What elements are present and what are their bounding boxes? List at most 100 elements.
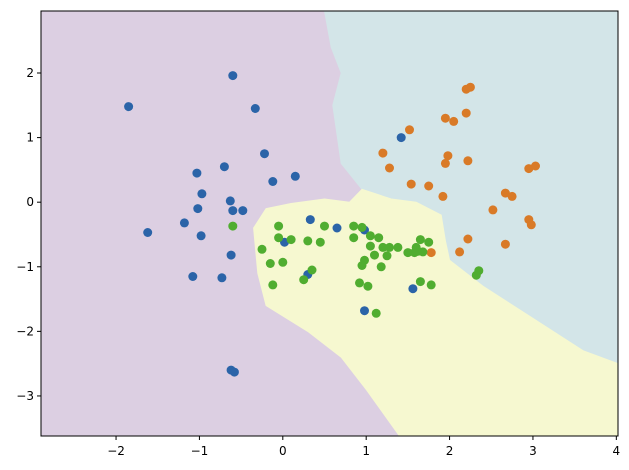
y-tick-label: 2 [26,66,34,80]
y-tick-label: −1 [16,260,34,274]
decision-regions [41,11,618,436]
data-point-class-1 [465,82,475,92]
data-point-class-2 [385,242,394,252]
y-tick-label: 1 [26,131,34,145]
data-point-class-2 [363,281,373,291]
data-point-class-2 [286,235,296,245]
data-point-class-2 [370,250,379,260]
data-point-class-2 [299,275,309,285]
y-tick-label: −3 [16,389,34,403]
data-point-class-2 [418,247,428,257]
data-point-class-0 [229,367,239,377]
data-point-class-0 [193,204,203,214]
data-point-class-0 [197,189,207,199]
data-point-class-2 [265,259,275,268]
data-point-class-0 [225,196,235,206]
data-point-class-2 [278,257,288,267]
data-point-class-2 [365,241,375,251]
data-point-class-2 [228,221,238,231]
data-point-class-2 [357,261,367,270]
data-point-class-2 [393,242,403,252]
data-point-class-0 [360,306,369,316]
data-point-class-2 [382,251,392,261]
data-point-class-2 [257,244,267,254]
data-point-class-0 [228,71,238,81]
data-point-class-1 [385,163,394,173]
data-point-class-0 [408,284,418,294]
x-tick-label: 4 [613,444,621,458]
data-point-class-1 [440,113,450,123]
data-point-class-0 [179,218,189,228]
data-point-class-2 [426,280,436,290]
data-point-class-0 [260,149,269,159]
data-point-class-2 [410,248,419,258]
data-point-class-0 [332,223,342,233]
data-points [124,71,540,377]
data-point-class-1 [461,108,471,118]
data-point-class-1 [438,191,448,201]
data-point-class-0 [290,171,300,181]
data-point-class-0 [188,272,198,281]
x-tick-label: 2 [446,444,454,458]
data-point-class-1 [488,205,498,215]
class-2-region [253,188,618,436]
data-point-class-1 [463,156,473,166]
data-point-class-2 [303,236,313,246]
data-point-class-0 [226,250,236,260]
x-axis-ticks: −2 −1 0 1 2 3 4 [107,436,620,458]
data-point-class-1 [455,247,465,257]
data-point-class-2 [371,308,381,318]
data-point-class-2 [349,221,359,231]
data-point-class-2 [376,262,386,272]
data-point-class-0 [143,228,153,237]
data-point-class-1 [449,116,459,126]
data-point-class-0 [268,177,278,186]
data-point-class-2 [374,233,384,243]
x-tick-label: −2 [107,444,125,458]
data-point-class-2 [268,280,278,290]
data-point-class-1 [526,220,536,230]
data-point-class-0 [192,168,202,178]
data-point-class-1 [440,158,450,168]
data-point-class-0 [238,206,248,216]
data-point-class-0 [250,104,260,113]
data-point-class-2 [320,221,329,231]
data-point-class-1 [426,248,436,258]
data-point-class-2 [274,221,284,231]
data-point-class-1 [443,151,453,161]
data-point-class-1 [378,148,388,158]
data-point-class-1 [405,125,414,135]
data-point-class-0 [196,231,206,241]
data-point-class-2 [424,237,434,247]
x-tick-label: −1 [191,444,209,458]
data-point-class-0 [124,102,134,112]
data-point-class-2 [415,235,425,245]
data-point-class-0 [396,133,406,143]
data-point-class-1 [406,179,416,189]
data-point-class-2 [315,237,325,247]
x-tick-label: 3 [529,444,537,458]
data-point-class-1 [531,161,540,171]
data-point-class-1 [500,188,510,198]
plot-frame [40,10,619,437]
x-tick-label: 0 [279,444,287,458]
data-point-class-2 [415,277,425,287]
data-point-class-0 [219,162,229,172]
data-point-class-1 [507,191,517,201]
data-point-class-0 [228,206,238,216]
data-point-class-1 [463,234,473,244]
data-point-class-2 [357,222,367,232]
data-point-class-2 [378,242,388,252]
data-point-class-1 [500,239,510,249]
y-tick-label: −2 [16,324,34,338]
data-point-class-2 [365,231,375,241]
data-point-class-0 [217,273,227,283]
x-tick-label: 1 [362,444,370,458]
data-point-class-2 [403,248,413,258]
y-axis-ticks: −3 −2 −1 0 1 2 [16,66,41,403]
data-point-class-2 [355,278,364,288]
data-point-class-2 [349,233,359,243]
y-tick-label: 0 [26,195,34,209]
data-point-class-0 [305,215,315,225]
